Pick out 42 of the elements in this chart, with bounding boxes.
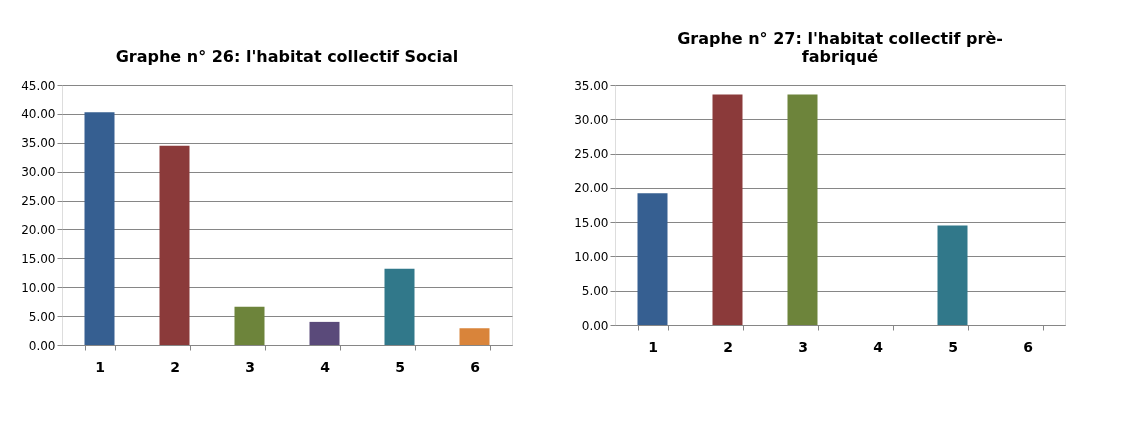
bar bbox=[384, 268, 415, 345]
y-tick-label: 20.00 bbox=[21, 222, 56, 237]
chart-title: Graphe n° 27: l'habitat collectif prè- fabriqué bbox=[677, 29, 1003, 66]
bar bbox=[937, 225, 968, 325]
x-tick-label: 4 bbox=[320, 358, 331, 375]
y-tick-label: 0.00 bbox=[581, 318, 609, 333]
y-tick-label: 20.00 bbox=[574, 181, 609, 196]
bar bbox=[234, 306, 265, 345]
y-tick-label: 25.00 bbox=[574, 147, 609, 162]
y-tick-label: 30.00 bbox=[21, 165, 56, 180]
y-tick-label: 25.00 bbox=[21, 194, 56, 209]
y-tick-label: 40.00 bbox=[21, 107, 56, 122]
bar bbox=[637, 193, 668, 325]
x-tick-label: 5 bbox=[395, 358, 405, 375]
x-tick-label: 1 bbox=[648, 338, 658, 355]
bar bbox=[712, 94, 743, 325]
x-tick-label: 4 bbox=[873, 338, 884, 355]
x-tick-label: 2 bbox=[170, 358, 180, 375]
x-tick-label: 3 bbox=[245, 358, 255, 375]
y-tick-label: 0.00 bbox=[28, 338, 56, 353]
x-tick-label: 5 bbox=[948, 338, 958, 355]
x-tick-label: 3 bbox=[798, 338, 808, 355]
bar bbox=[459, 328, 490, 345]
y-tick-label: 5.00 bbox=[581, 284, 609, 299]
bar bbox=[159, 145, 190, 345]
y-tick-label: 15.00 bbox=[574, 215, 609, 230]
x-tick-label: 2 bbox=[723, 338, 733, 355]
y-tick-label: 15.00 bbox=[21, 251, 56, 266]
y-tick-label: 30.00 bbox=[574, 112, 609, 127]
y-tick-label: 35.00 bbox=[574, 78, 609, 93]
bar bbox=[84, 112, 115, 345]
chart-title: Graphe n° 26: l'habitat collectif Social bbox=[115, 47, 459, 66]
x-tick-label: 6 bbox=[470, 358, 480, 375]
y-tick-label: 10.00 bbox=[21, 280, 56, 295]
y-tick-label: 35.00 bbox=[21, 136, 56, 151]
y-tick-label: 10.00 bbox=[574, 249, 609, 264]
x-tick-label: 6 bbox=[1023, 338, 1033, 355]
bar bbox=[309, 321, 340, 345]
bar bbox=[787, 94, 818, 325]
y-tick-label: 45.00 bbox=[21, 78, 56, 93]
x-tick-label: 1 bbox=[95, 358, 105, 375]
y-tick-label: 5.00 bbox=[28, 309, 56, 324]
